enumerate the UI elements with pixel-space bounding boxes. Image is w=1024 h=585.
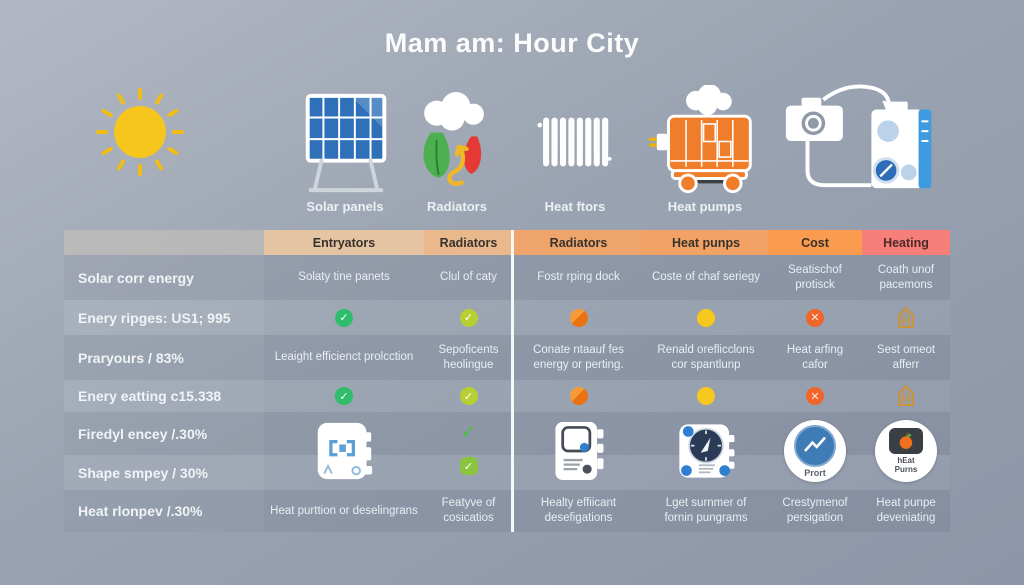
table-cell: Heat punpe deveniating xyxy=(876,497,936,524)
header-cell: Heating xyxy=(862,230,950,255)
row-label: Enery eatting c15.338 xyxy=(64,380,264,412)
house-icon xyxy=(898,306,914,328)
badge-label: hEat Purns xyxy=(894,455,918,474)
top-icon-label: Heat ftors xyxy=(544,199,606,214)
check-circle-icon: ✓ xyxy=(459,308,478,327)
thermostat-device-icon xyxy=(317,422,373,480)
row-label: Heat rlonpev /.30% xyxy=(64,490,264,532)
camera-boiler-icon xyxy=(785,84,932,189)
table-cell: Renald oreflicclons cor spantlunp xyxy=(657,343,755,371)
badge-label: Prort xyxy=(804,467,826,478)
cross-circle-icon: ✕ xyxy=(806,387,824,405)
row-label: Enery ripges: US1; 995 xyxy=(64,300,264,335)
dot-yellow-icon xyxy=(697,308,715,327)
row-label: Firedyl encey /.30% xyxy=(78,425,208,442)
apple-icon xyxy=(889,427,923,454)
top-icon-label: Heat pumps xyxy=(667,199,743,214)
table-cell: Fostr rping dock xyxy=(537,271,620,284)
row-label: Solar corr energy xyxy=(64,255,264,300)
table-cell: Heat purttion or deselingrans xyxy=(270,504,418,517)
dot-yellow-icon xyxy=(697,387,715,405)
table-cell: Healty effiicant desefigations xyxy=(540,497,617,524)
row-label: Shape smpey / 30% xyxy=(78,464,208,481)
top-icon-label: Solar panels xyxy=(306,199,384,214)
header-cell: Radiators xyxy=(513,230,644,255)
table-row: Praryours / 83% Leaight efficienct prolc… xyxy=(64,335,950,380)
check-icon: ✓ xyxy=(459,457,478,475)
compass-gauge-device-icon xyxy=(679,424,735,478)
table-cell: Seatischof protisck xyxy=(788,263,842,291)
control-panel-device-icon xyxy=(554,422,603,480)
table-cell: Featyve of cosicatios xyxy=(441,497,496,524)
heat-pump-unit-icon xyxy=(649,85,752,194)
check-circle-icon: ✓ xyxy=(459,387,478,405)
sun-icon xyxy=(96,88,184,176)
line-chart-icon xyxy=(794,424,836,467)
table-row: Solar corr energy Solaty tine panets Clu… xyxy=(64,255,950,300)
top-icon-label: Radiators xyxy=(427,199,487,214)
table-cell: Heat arfing cafor xyxy=(786,343,844,371)
page-title: Mam am: Hour City xyxy=(384,28,640,58)
row-label: Praryours / 83% xyxy=(64,335,264,380)
cross-circle-icon: ✕ xyxy=(806,308,824,327)
header-cell: Entryators xyxy=(264,230,424,255)
dot-orange-icon xyxy=(569,387,588,405)
header-cell-empty xyxy=(64,230,264,255)
table-row: Heat rlonpev /.30% Heat purttion or dese… xyxy=(64,490,950,532)
table-cell: Leaight efficienct prolcction xyxy=(274,351,414,364)
header-cell: Heat punps xyxy=(644,230,768,255)
dot-orange-icon xyxy=(569,308,588,327)
table-cell: Coath unof pacemons xyxy=(877,263,935,291)
house-icon xyxy=(898,385,914,406)
table-row: Enery eatting c15.338 ✓ ✓ ✕ xyxy=(64,380,950,412)
check-circle-icon: ✓ xyxy=(335,387,353,405)
leaves-cloud-icon xyxy=(423,92,484,186)
table-cell: Sepoficents heolingue xyxy=(438,343,499,371)
table-cell: Conate ntaauf fes energy or perting. xyxy=(533,343,624,371)
table-cell: Coste of chaf seriegy xyxy=(651,271,761,284)
table-cell: Solaty tine panets xyxy=(298,271,390,284)
table-cell: Crestymenof persigation xyxy=(782,497,848,524)
solar-panel-icon xyxy=(305,93,387,193)
table-cell: Sest omeot afferr xyxy=(876,343,936,371)
row-label-group: Firedyl encey /.30% Shape smpey / 30% xyxy=(64,412,264,490)
comparison-table: Entryators Radiators Radiators Heat punp… xyxy=(64,230,950,532)
table-row: Enery ripges: US1; 995 ✓ ✓ ✕ xyxy=(64,300,950,335)
header-cell: Cost xyxy=(768,230,862,255)
heat-pump-badge: hEat Purns xyxy=(875,420,937,482)
profit-chart-badge: Prort xyxy=(784,420,846,482)
header-cell: Radiators xyxy=(424,230,513,255)
radiator-icon xyxy=(537,117,612,167)
table-cell: Clul of caty xyxy=(440,271,497,284)
table-row: Firedyl encey /.30% Shape smpey / 30% ✓ xyxy=(64,412,950,490)
check-circle-icon: ✓ xyxy=(335,308,353,327)
check-icon: ✓ xyxy=(460,422,477,443)
table-divider xyxy=(511,230,514,532)
table-header-row: Entryators Radiators Radiators Heat punp… xyxy=(64,230,950,255)
table-cell: Lget surnmer of fornin pungrams xyxy=(664,497,748,524)
